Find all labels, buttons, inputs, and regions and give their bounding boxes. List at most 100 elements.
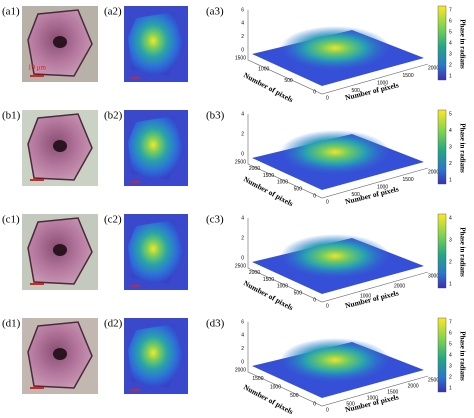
colorbar-tick-label: 5 (449, 29, 452, 35)
left-tick-label: 2500 (235, 159, 246, 165)
colorbar-tick-label: 3 (449, 144, 452, 150)
nucleus (53, 348, 67, 360)
nucleus (53, 36, 67, 48)
surface-peak (280, 130, 390, 174)
phase-cell (128, 12, 184, 76)
left-tick-label: 1500 (235, 55, 246, 61)
x-axis-label: Number of pixels (344, 80, 399, 102)
right-tick-label: 500 (352, 192, 361, 198)
right-tick-label: 2000 (428, 169, 439, 175)
left-tick-label: 0 (313, 89, 316, 95)
z-tick-label: 0 (241, 151, 244, 157)
colorbar-tick-label: 2 (449, 259, 452, 265)
colorbar-tick-label: 2 (449, 374, 452, 380)
left-tick-label: 500 (294, 187, 303, 193)
right-tick-label: 2000 (394, 283, 405, 289)
right-tick-label: 1000 (377, 184, 388, 190)
left-tick-label: 2000 (249, 166, 260, 172)
colorbar (437, 5, 447, 81)
panel-label: (a1) (2, 6, 20, 18)
axis-frame (247, 10, 429, 95)
right-tick-label: 0 (326, 199, 329, 205)
colorbar-tick-label: 2 (449, 62, 452, 68)
nucleus (53, 140, 67, 152)
colorbar (437, 317, 447, 393)
colorbar-tick-label: 2 (449, 161, 452, 167)
colorbar-tick-label: 5 (449, 341, 452, 347)
colorbar-tick-label: 6 (449, 18, 452, 24)
panel-label: (c1) (2, 214, 20, 226)
colorbar-tick-label: 1 (449, 73, 452, 79)
surface-peak (280, 338, 390, 382)
z-tick-label: 4 (241, 21, 244, 27)
left-tick-label: 0 (313, 193, 316, 199)
panel-label: (b1) (2, 110, 21, 122)
scale-bar-label: 10 μm (28, 64, 47, 72)
z-tick-label: 6 (241, 319, 244, 325)
left-tick-label: 2500 (235, 263, 246, 269)
right-tick-label: 1500 (403, 73, 414, 79)
z-tick-label: 2 (241, 346, 244, 352)
z-tick-label: 6 (241, 7, 244, 13)
panel-label: (a3) (206, 6, 224, 18)
right-tick-label: 1000 (377, 80, 388, 86)
colorbar-tick-label: 1 (449, 177, 452, 183)
panel-label: (d3) (206, 318, 225, 330)
left-tick-label: 0 (313, 297, 316, 303)
left-tick-label: 1000 (258, 67, 269, 73)
colorbar (437, 213, 447, 289)
colorbar-tick-label: 7 (449, 7, 452, 13)
panel-label: (d1) (2, 318, 21, 330)
phase-cell (128, 324, 184, 388)
colorbar-tick-label: 4 (449, 352, 452, 358)
colorbar-tick-label: 1 (449, 385, 452, 391)
colorbar-label: Phase in radians (458, 123, 466, 173)
left-tick-label: 1000 (277, 284, 288, 290)
colorbar (437, 109, 447, 185)
colorbar-tick-label: 3 (449, 363, 452, 369)
right-tick-label: 1000 (360, 293, 371, 299)
right-tick-label: 3000 (428, 273, 439, 279)
y-axis-label: Number of pixels (242, 382, 295, 416)
z-tick-label: 4 (241, 333, 244, 339)
x-axis-label: Number of pixels (344, 288, 399, 310)
panel-label: (c2) (104, 214, 122, 226)
left-tick-label: 500 (290, 393, 299, 399)
right-tick-label: 1000 (367, 395, 378, 401)
colorbar-tick-label: 1 (449, 281, 452, 287)
colorbar-tick-label: 3 (449, 237, 452, 243)
left-tick-label: 500 (284, 78, 293, 84)
left-tick-label: 500 (294, 291, 303, 297)
left-tick-label: 2000 (249, 270, 260, 276)
right-tick-label: 0 (326, 95, 329, 101)
panel-label: (d2) (104, 318, 123, 330)
z-tick-label: 0 (241, 359, 244, 365)
z-tick-label: 2 (241, 131, 244, 137)
colorbar-tick-label: 4 (449, 128, 452, 134)
colorbar-tick-label: 4 (449, 215, 452, 221)
left-tick-label: 1000 (270, 384, 281, 390)
panel-label: (c3) (206, 214, 224, 226)
right-tick-label: 0 (326, 407, 329, 413)
colorbar-tick-label: 4 (449, 40, 452, 46)
colorbar-tick-label: 3 (449, 51, 452, 57)
axis-frame (247, 114, 429, 199)
z-tick-label: 0 (241, 47, 244, 53)
panel-label: (b3) (206, 110, 225, 122)
colorbar-tick-label: 6 (449, 330, 452, 336)
nucleus (53, 244, 67, 256)
y-axis-label: Number of pixels (242, 70, 295, 104)
left-tick-label: 1000 (277, 180, 288, 186)
left-tick-label: 2000 (235, 367, 246, 373)
right-tick-label: 2000 (428, 65, 439, 71)
z-tick-label: 0 (241, 255, 244, 261)
surface-peak (280, 234, 390, 278)
right-tick-label: 2500 (428, 377, 439, 383)
right-tick-label: 0 (326, 303, 329, 309)
left-tick-label: 1500 (252, 376, 263, 382)
left-tick-label: 1500 (263, 277, 274, 283)
phase-cell (128, 220, 184, 284)
right-tick-label: 1500 (387, 389, 398, 395)
right-tick-label: 500 (352, 88, 361, 94)
